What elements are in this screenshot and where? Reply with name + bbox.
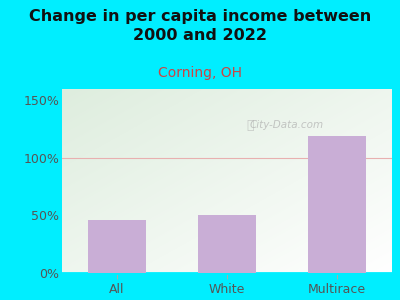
Text: Corning, OH: Corning, OH <box>158 66 242 80</box>
Bar <box>88 220 146 273</box>
Bar <box>308 136 366 273</box>
Bar <box>198 215 256 273</box>
Text: Change in per capita income between
2000 and 2022: Change in per capita income between 2000… <box>29 9 371 43</box>
Text: ⓘ: ⓘ <box>246 119 254 132</box>
Text: City-Data.com: City-Data.com <box>249 120 324 130</box>
